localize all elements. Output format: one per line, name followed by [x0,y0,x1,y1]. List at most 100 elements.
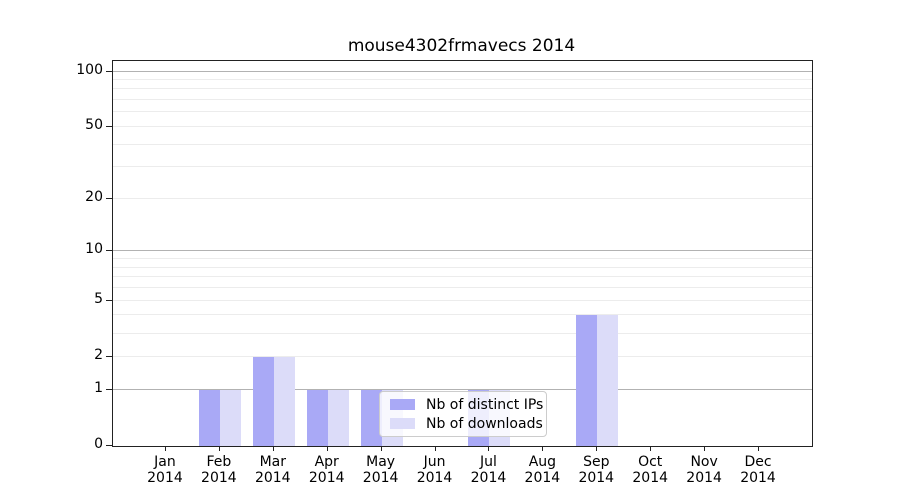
y-tick-mark-20 [106,197,112,199]
x-tick-year: 2014 [578,470,615,486]
x-tick-label-feb: Feb 2014 [187,454,251,486]
x-tick-label-sep: Sep 2014 [564,454,628,486]
y-tick-label-0: 0 [94,436,103,452]
x-tick-month: Oct [638,454,663,470]
x-tick-month: Mar [259,454,286,470]
gridline-minor-80 [113,88,812,90]
x-tick-year: 2014 [254,470,291,486]
y-tick-label-5: 5 [94,290,103,307]
x-tick-mark-sep [596,446,598,451]
y-tick-mark-100 [106,70,112,72]
plot-area [112,60,813,447]
gridline-minor-5 [113,299,812,301]
bar-distinct-ips-may [360,389,382,446]
y-tick-label-1: 1 [94,379,103,396]
x-tick-label-aug: Aug 2014 [510,454,574,486]
gridline-minor-40 [113,143,812,145]
x-tick-month: Feb [206,454,232,470]
x-tick-month: Apr [314,454,339,470]
y-tick-mark-10 [106,250,112,252]
bar-downloads-feb [219,389,241,446]
x-tick-label-jun: Jun 2014 [403,454,467,486]
gridline-minor-7 [113,276,812,278]
x-tick-mark-nov [704,446,706,451]
y-tick-label-2: 2 [94,346,103,363]
x-tick-month: Dec [744,454,772,470]
bar-distinct-ips-feb [198,389,220,446]
y-tick-mark-2 [106,355,112,357]
x-tick-label-nov: Nov 2014 [672,454,736,486]
y-tick-label-100: 100 [76,61,103,78]
gridline-minor-6 [113,287,812,289]
x-tick-label-jan: Jan 2014 [133,454,197,486]
gridline-major-10 [113,250,812,252]
x-tick-year: 2014 [470,470,507,486]
gridline-minor-4 [113,314,812,316]
x-tick-mark-may [380,446,382,451]
bar-downloads-sep [597,315,619,446]
y-tick-mark-0 [106,445,112,446]
gridline-minor-60 [113,111,812,113]
x-tick-month: Jun [423,454,446,470]
y-tick-label-20: 20 [85,188,103,205]
gridline-minor-3 [113,332,812,334]
gridline-minor-90 [113,79,812,80]
x-tick-mark-jan [164,446,166,451]
gridline-minor-9 [113,258,812,260]
x-tick-label-mar: Mar 2014 [241,454,305,486]
y-tick-label-10: 10 [85,241,103,258]
x-tick-year: 2014 [686,470,722,486]
x-tick-mark-jun [434,446,436,451]
x-tick-year: 2014 [416,470,453,486]
x-tick-month: Jul [480,454,497,470]
x-tick-month: May [366,454,396,470]
x-tick-mark-jul [488,446,490,451]
x-tick-year: 2014 [201,470,237,486]
legend-item-distinct-ips: Nb of distinct IPs [388,395,543,414]
bar-distinct-ips-sep [576,315,598,446]
y-tick-mark-5 [106,299,112,301]
x-tick-year: 2014 [308,470,345,486]
legend: Nb of distinct IPs Nb of downloads [379,391,547,437]
gridline-minor-8 [113,266,812,268]
y-tick-mark-1 [106,388,112,390]
gridline-major-1 [113,388,812,390]
x-tick-label-jul: Jul 2014 [456,454,520,486]
x-tick-year: 2014 [147,470,183,486]
x-tick-month: Aug [528,454,557,470]
x-tick-mark-mar [272,446,274,451]
x-tick-year: 2014 [524,470,561,486]
legend-swatch-downloads [390,418,415,429]
x-tick-mark-dec [758,446,760,451]
y-tick-mark-50 [106,125,112,127]
x-tick-label-dec: Dec 2014 [726,454,790,486]
bar-downloads-mar [273,356,295,446]
legend-item-downloads: Nb of downloads [388,414,543,433]
x-tick-year: 2014 [362,470,399,486]
gridline-minor-30 [113,166,812,168]
gridline-major-100 [113,70,812,72]
x-tick-label-apr: Apr 2014 [295,454,359,486]
x-tick-year: 2014 [632,470,669,486]
x-tick-mark-aug [542,446,544,451]
x-tick-year: 2014 [740,470,776,486]
x-tick-label-may: May 2014 [349,454,413,486]
x-tick-mark-feb [218,446,220,451]
x-tick-month: Jan [154,454,176,470]
bar-distinct-ips-apr [306,389,328,446]
bar-distinct-ips-mar [252,356,274,446]
x-tick-mark-oct [650,446,652,451]
x-tick-label-oct: Oct 2014 [618,454,682,486]
x-tick-month: Nov [690,454,718,470]
legend-label-distinct-ips: Nb of distinct IPs [426,396,544,413]
legend-label-downloads: Nb of downloads [426,415,543,432]
gridline-minor-20 [113,197,812,199]
x-tick-mark-apr [326,446,328,451]
gridline-minor-50 [113,125,812,127]
gridline-minor-2 [113,355,812,357]
legend-swatch-distinct-ips [390,399,415,410]
gridline-minor-70 [113,99,812,101]
x-tick-month: Sep [583,454,610,470]
bar-downloads-apr [327,389,349,446]
